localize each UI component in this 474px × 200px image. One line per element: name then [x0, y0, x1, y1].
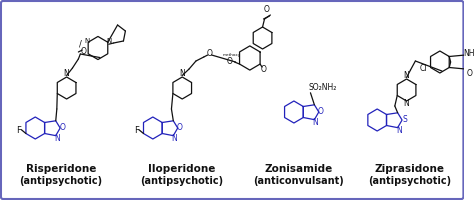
Text: Cl: Cl: [420, 64, 428, 73]
Text: N: N: [106, 38, 111, 44]
Text: N: N: [84, 38, 90, 44]
Text: O: O: [80, 47, 86, 56]
Text: Iloperidone: Iloperidone: [147, 164, 215, 174]
Text: N: N: [54, 134, 60, 143]
Text: NH: NH: [464, 48, 474, 58]
Text: (antipsychotic): (antipsychotic): [140, 176, 223, 186]
Text: O: O: [207, 49, 213, 58]
Text: O: O: [177, 123, 182, 132]
Text: S: S: [402, 116, 407, 124]
Text: (anticonvulsant): (anticonvulsant): [254, 176, 344, 186]
Text: N: N: [172, 134, 177, 143]
Text: O: O: [59, 123, 65, 132]
Text: /: /: [79, 40, 82, 49]
Text: Risperidone: Risperidone: [26, 164, 96, 174]
Text: N: N: [396, 126, 401, 135]
Text: F: F: [16, 126, 21, 135]
Text: O: O: [318, 108, 324, 116]
Text: SO₂NH₂: SO₂NH₂: [308, 83, 337, 92]
Text: O: O: [466, 68, 472, 77]
Text: N: N: [404, 99, 410, 108]
Text: O: O: [264, 5, 269, 15]
Text: N: N: [179, 70, 185, 78]
Text: N: N: [312, 118, 318, 127]
FancyBboxPatch shape: [1, 1, 464, 199]
Text: (antipsychotic): (antipsychotic): [368, 176, 451, 186]
Text: methoxy: methoxy: [222, 53, 241, 57]
Text: Ziprasidone: Ziprasidone: [374, 164, 445, 174]
Text: N: N: [404, 72, 410, 80]
Text: O: O: [227, 57, 233, 66]
Text: O: O: [261, 65, 267, 74]
Text: (antipsychotic): (antipsychotic): [19, 176, 102, 186]
Text: N: N: [64, 70, 70, 78]
Text: Zonisamide: Zonisamide: [264, 164, 333, 174]
Text: F: F: [134, 126, 138, 135]
